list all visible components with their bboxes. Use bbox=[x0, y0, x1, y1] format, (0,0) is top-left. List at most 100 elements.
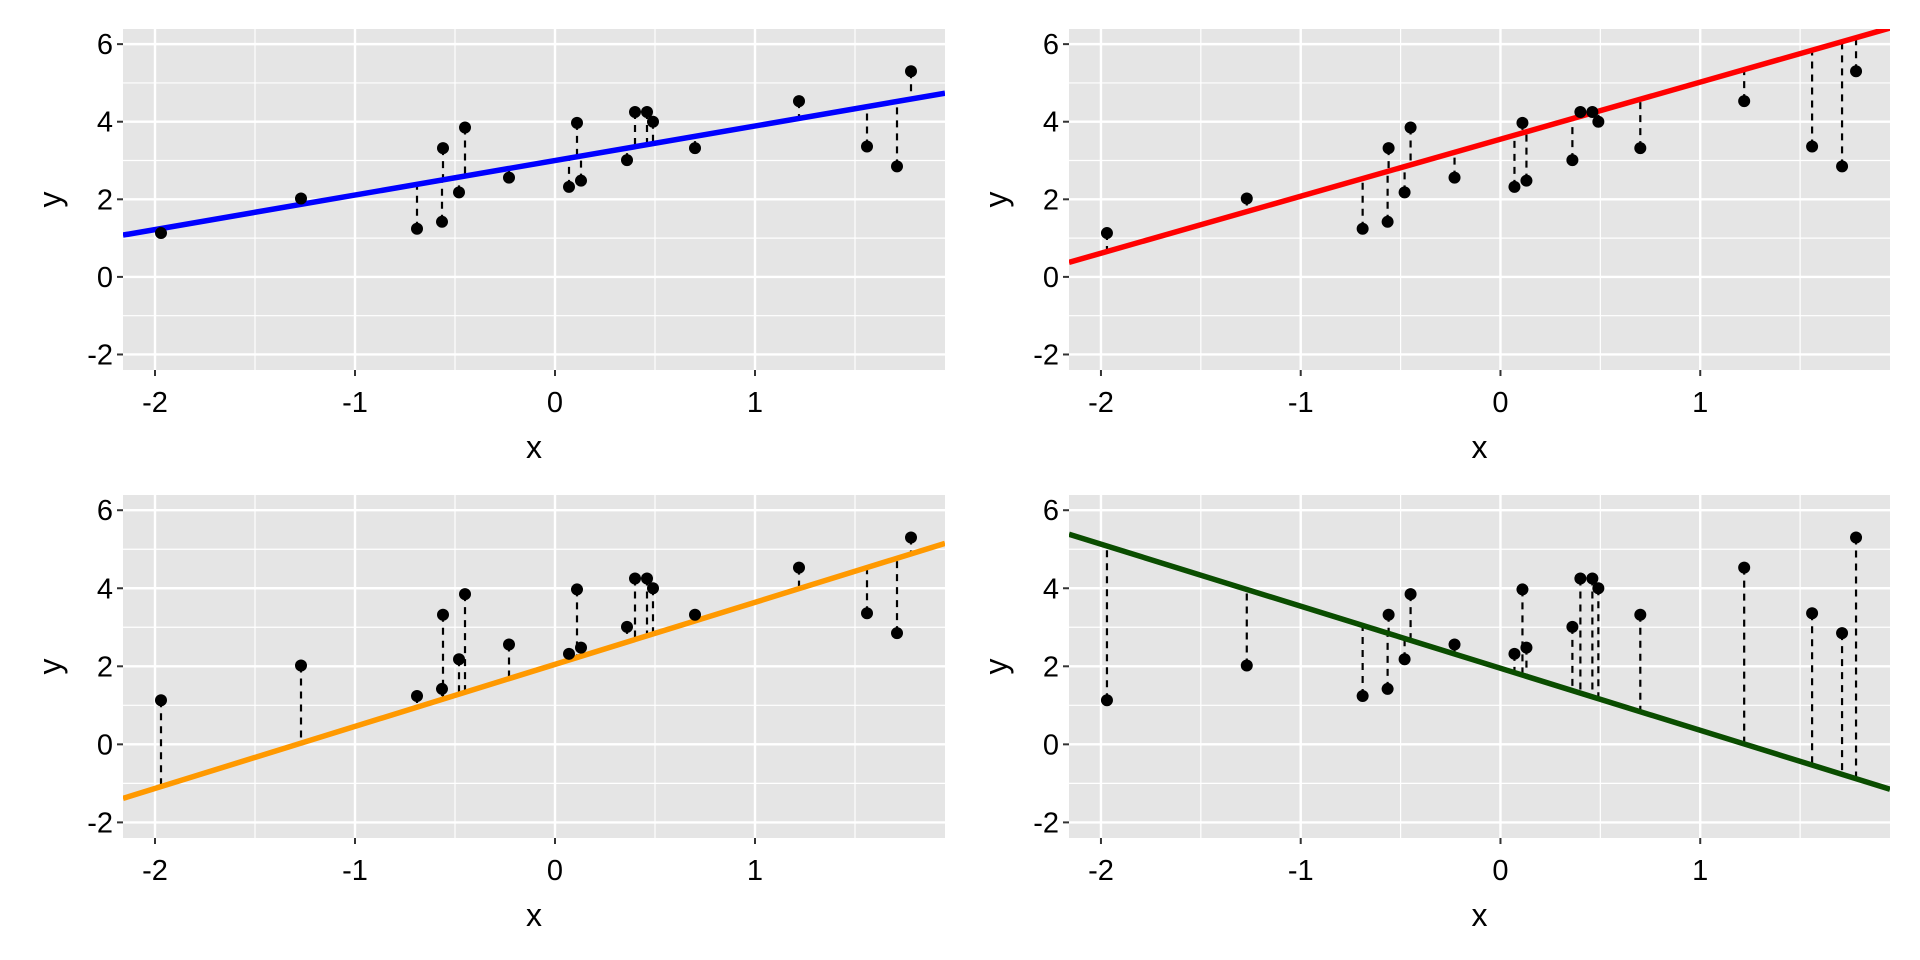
x-tick-label: -2 bbox=[142, 387, 168, 419]
data-point bbox=[295, 659, 307, 672]
fitted-line bbox=[123, 90, 945, 238]
data-point bbox=[1520, 641, 1533, 654]
data-point bbox=[1398, 186, 1411, 199]
x-tick-label: 1 bbox=[1692, 387, 1708, 419]
data-point bbox=[1592, 582, 1605, 595]
data-point bbox=[436, 215, 448, 228]
data-point bbox=[571, 583, 583, 596]
x-tick-label: 1 bbox=[747, 855, 763, 887]
data-point bbox=[1520, 174, 1533, 187]
y-axis-label: y bbox=[978, 192, 1014, 208]
x-tick-label: -1 bbox=[342, 387, 368, 419]
data-point bbox=[1381, 215, 1394, 228]
x-tick-label: -1 bbox=[1288, 387, 1314, 419]
y-axis-label: y bbox=[32, 192, 68, 208]
data-point bbox=[621, 154, 633, 167]
y-tick-label: -2 bbox=[87, 807, 113, 839]
data-point bbox=[689, 142, 701, 155]
y-tick-label: 2 bbox=[1043, 184, 1059, 216]
data-point bbox=[793, 561, 805, 574]
data-point bbox=[629, 106, 641, 119]
plot-marks bbox=[1069, 29, 1890, 265]
y-tick-label: 6 bbox=[97, 495, 113, 527]
data-point bbox=[155, 694, 167, 707]
data-point bbox=[1240, 192, 1253, 205]
y-tick-label: 2 bbox=[97, 184, 113, 216]
data-point bbox=[1574, 572, 1587, 585]
data-point bbox=[1356, 222, 1369, 235]
data-point bbox=[1381, 682, 1394, 695]
data-point bbox=[891, 627, 903, 640]
y-tick-label: 4 bbox=[97, 573, 113, 605]
data-point bbox=[1516, 116, 1529, 129]
plot-marks bbox=[1069, 531, 1890, 792]
y-tick-label: 0 bbox=[1043, 262, 1059, 294]
y-axis-label: y bbox=[978, 659, 1014, 675]
panel-top-left: -2 -1 0 1 -2 0 2 4 6 x y bbox=[32, 29, 945, 465]
data-point bbox=[1448, 638, 1461, 651]
data-point bbox=[1566, 154, 1579, 167]
data-point bbox=[629, 572, 641, 585]
data-point bbox=[1574, 106, 1587, 119]
data-point bbox=[793, 95, 805, 108]
y-tick-label: 6 bbox=[1043, 495, 1059, 527]
x-tick-label: 0 bbox=[547, 855, 563, 887]
data-point bbox=[689, 608, 701, 621]
data-point bbox=[503, 638, 515, 651]
data-point bbox=[1836, 627, 1849, 640]
x-tick-label: 0 bbox=[547, 387, 563, 419]
data-point bbox=[155, 227, 167, 240]
panel-top-right: -2 -1 0 1 -2 0 2 4 6 x y bbox=[978, 29, 1890, 465]
y-tick-label: 4 bbox=[1043, 573, 1059, 605]
x-tick-label: 0 bbox=[1492, 387, 1508, 419]
fitted-line bbox=[1069, 29, 1890, 265]
data-point bbox=[1448, 171, 1461, 184]
data-point bbox=[1836, 160, 1849, 173]
data-point bbox=[1382, 142, 1395, 155]
data-point bbox=[436, 682, 448, 695]
data-point bbox=[1100, 227, 1113, 240]
data-point bbox=[1100, 694, 1113, 707]
fitted-line bbox=[1069, 531, 1890, 792]
x-tick-label: -2 bbox=[142, 855, 168, 887]
data-point bbox=[905, 531, 917, 544]
x-axis-label: x bbox=[526, 897, 542, 933]
y-tick-label: 0 bbox=[1043, 729, 1059, 761]
x-tick-label: -2 bbox=[1088, 387, 1114, 419]
data-point bbox=[891, 160, 903, 173]
x-tick-label: -1 bbox=[1288, 855, 1314, 887]
data-point bbox=[641, 572, 653, 585]
data-point bbox=[563, 180, 575, 193]
data-point bbox=[1634, 142, 1647, 155]
data-point bbox=[1586, 572, 1599, 585]
y-tick-label: -2 bbox=[87, 339, 113, 371]
plot-marks bbox=[123, 65, 945, 240]
data-point bbox=[861, 140, 873, 153]
x-tick-label: 1 bbox=[747, 387, 763, 419]
data-point bbox=[1508, 180, 1521, 193]
x-axis-label: x bbox=[526, 429, 542, 465]
x-tick-label: -2 bbox=[1088, 855, 1114, 887]
data-point bbox=[1850, 531, 1863, 544]
data-point bbox=[1806, 140, 1819, 153]
y-tick-label: 4 bbox=[1043, 107, 1059, 139]
data-point bbox=[1738, 561, 1751, 574]
panel-bottom-right: -2 -1 0 1 -2 0 2 4 6 x y bbox=[978, 495, 1890, 933]
data-point bbox=[861, 607, 873, 620]
y-tick-label: 0 bbox=[97, 262, 113, 294]
x-axis-label: x bbox=[1472, 897, 1488, 933]
data-point bbox=[647, 115, 659, 128]
data-point bbox=[453, 186, 465, 199]
x-tick-label: 0 bbox=[1492, 855, 1508, 887]
data-point bbox=[503, 171, 515, 184]
y-tick-label: 0 bbox=[97, 729, 113, 761]
data-point bbox=[295, 192, 307, 205]
y-tick-label: 2 bbox=[97, 651, 113, 683]
data-point bbox=[1240, 659, 1253, 672]
y-tick-label: 2 bbox=[1043, 651, 1059, 683]
x-tick-label: 1 bbox=[1692, 855, 1708, 887]
data-point bbox=[411, 222, 423, 235]
data-point bbox=[1404, 121, 1417, 134]
data-point bbox=[1398, 653, 1411, 666]
